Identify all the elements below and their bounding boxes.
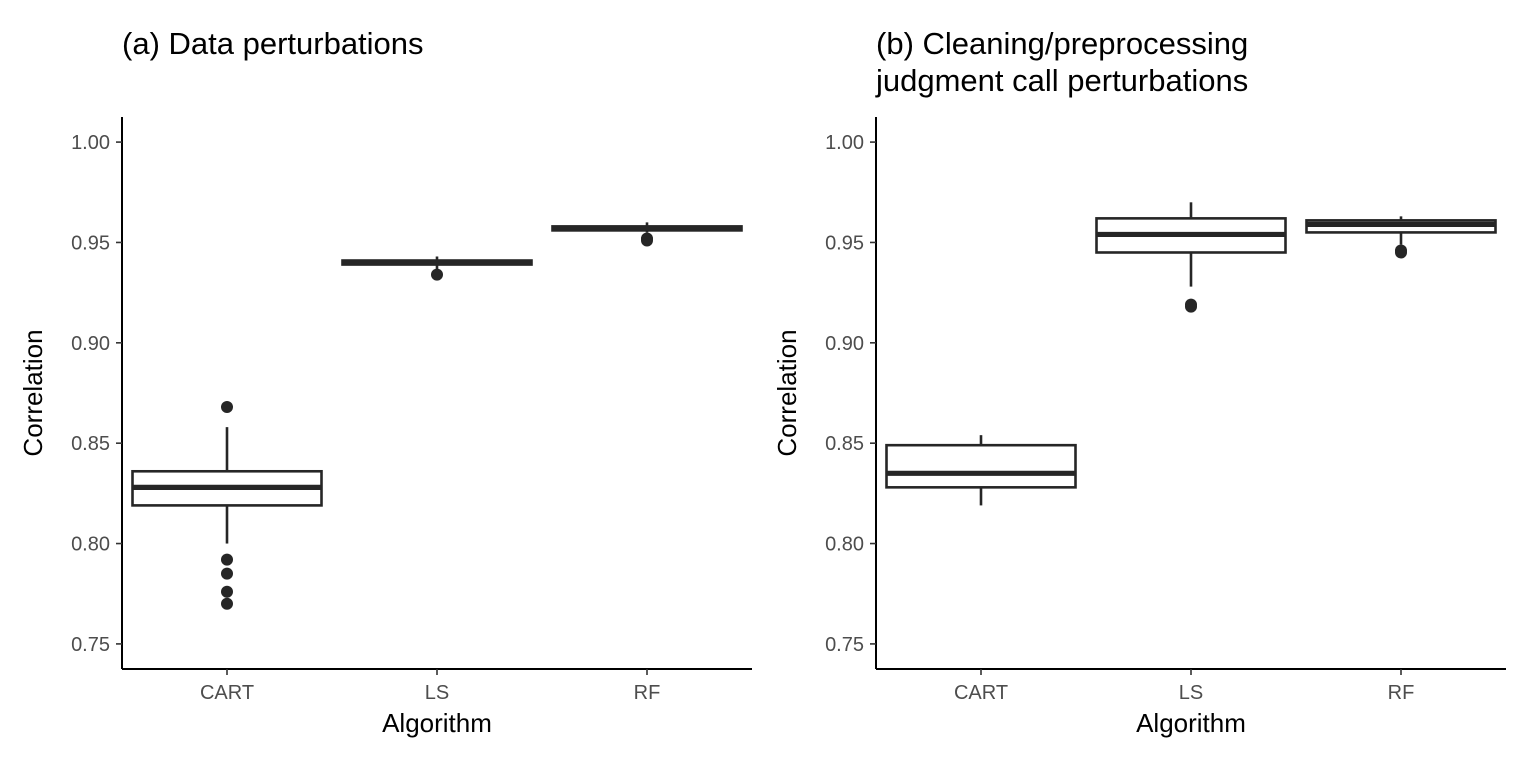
y-tick-label: 1.00 [825, 132, 864, 154]
chart-title: (a) Data perturbations [122, 26, 424, 61]
box-iqr [885, 443, 1077, 489]
y-tick-label: 0.75 [825, 634, 864, 656]
box-rf [1305, 216, 1497, 259]
outlier-point [431, 268, 443, 281]
y-tick-label: 0.95 [71, 232, 110, 254]
box-cart [131, 401, 323, 610]
y-tick-label: 0.90 [825, 333, 864, 355]
box-ls [1095, 202, 1287, 313]
y-axis-title: Correlation [18, 329, 48, 456]
x-tick-label: CART [954, 682, 1008, 704]
y-tick-label: 0.95 [825, 232, 864, 254]
outlier-point [221, 567, 233, 580]
outlier-point [221, 585, 233, 598]
x-tick-label: CART [200, 682, 254, 704]
outlier-point [1395, 246, 1407, 259]
y-tick-label: 1.00 [71, 132, 110, 154]
box-rf [551, 222, 743, 247]
x-tick-label: LS [1179, 682, 1203, 704]
x-axis-title: Algorithm [1136, 708, 1246, 738]
outlier-point [641, 234, 653, 247]
x-tick-label: RF [1388, 682, 1415, 704]
y-tick-label: 0.75 [71, 634, 110, 656]
x-tick-label: LS [425, 682, 449, 704]
y-axis-title: Correlation [772, 329, 802, 456]
chart-title: judgment call perturbations [875, 63, 1248, 98]
chart-panel-a: (a) Data perturbations 0.75 0.80 0.85 0.90 0.… [18, 26, 752, 738]
y-tick-label: 0.80 [71, 534, 110, 556]
y-tick-label: 0.90 [71, 333, 110, 355]
outlier-point [221, 553, 233, 566]
outlier-point [221, 401, 233, 414]
y-tick-label: 0.80 [825, 534, 864, 556]
x-tick-label: RF [634, 682, 661, 704]
outlier-point [1185, 300, 1197, 313]
y-tick-label: 0.85 [71, 433, 110, 455]
outlier-point [221, 597, 233, 610]
chart-title: (b) Cleaning/preprocessing [876, 26, 1248, 61]
box-cart [885, 435, 1077, 506]
y-tick-label: 0.85 [825, 433, 864, 455]
x-axis-title: Algorithm [382, 708, 492, 738]
box-ls [341, 256, 533, 281]
